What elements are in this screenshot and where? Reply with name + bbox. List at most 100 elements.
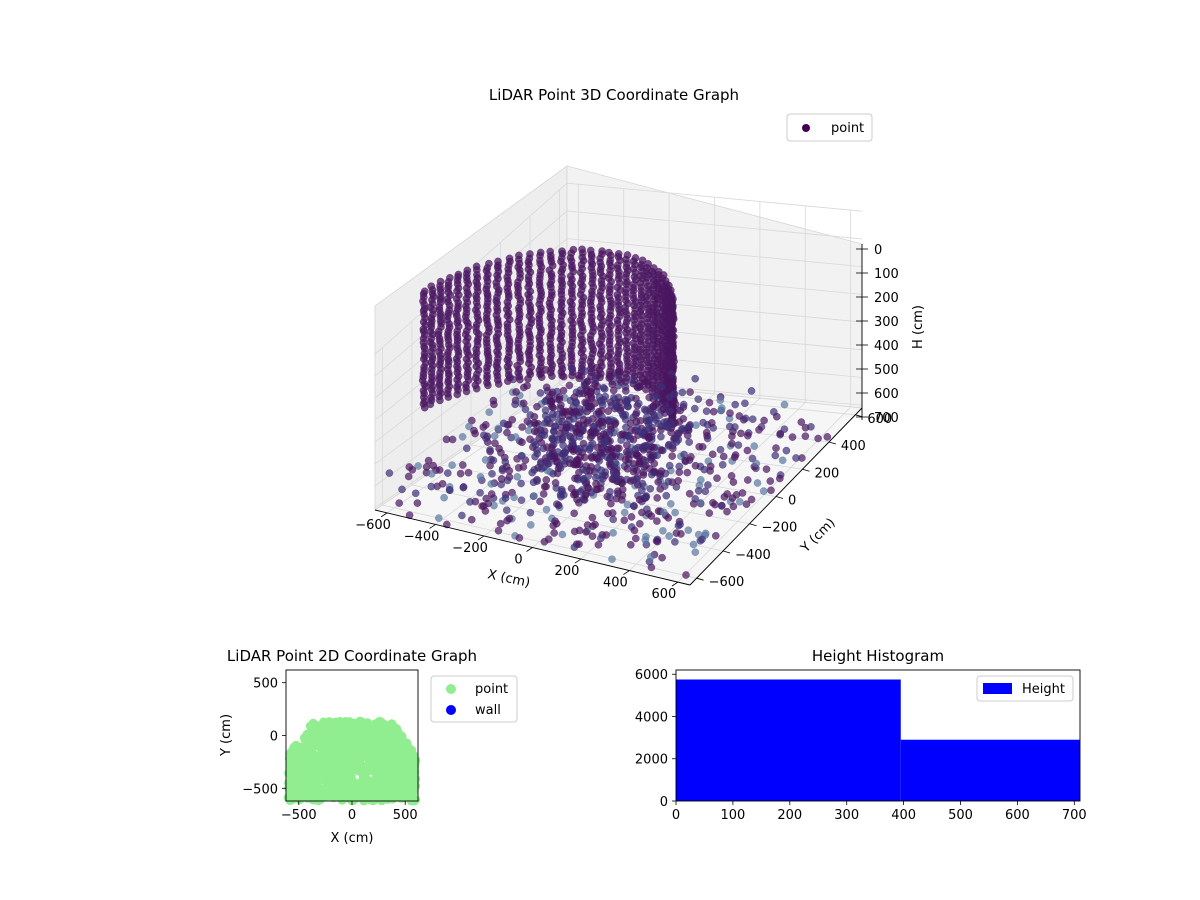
scatter-point-3d xyxy=(489,396,498,405)
scatter-point-2d xyxy=(348,732,358,742)
scatter-point-3d xyxy=(533,449,542,458)
scatter-point-3d xyxy=(576,453,584,462)
scatter-point-3d xyxy=(465,422,473,431)
scatter-point-3d xyxy=(610,472,619,481)
scatter-point-3d xyxy=(642,413,651,422)
scatter-point-3d xyxy=(683,468,692,477)
scatter-point-3d xyxy=(652,416,660,424)
x-tick xyxy=(671,581,679,587)
scatter-point-3d xyxy=(647,453,656,462)
scatter-point-3d xyxy=(513,472,522,481)
scatter-point-3d xyxy=(464,468,473,477)
scatter-point-3d xyxy=(678,388,687,397)
scatter-point-3d xyxy=(643,442,652,450)
scatter-point-3d xyxy=(496,519,505,528)
scatter-point-3d xyxy=(691,374,700,383)
scatter-point-3d xyxy=(550,529,559,537)
scatter-point-3d xyxy=(654,478,663,486)
x-tick-label: 200 xyxy=(555,564,580,579)
scatter-point-3d xyxy=(743,446,752,455)
scatter-point-2d xyxy=(346,787,356,797)
scatter-point-3d xyxy=(657,432,665,441)
scatter-point-3d xyxy=(472,384,481,393)
scatter-point-3d xyxy=(557,485,566,494)
scatter-point-3d xyxy=(685,422,694,430)
scatter-point-3d xyxy=(584,377,592,385)
scatter-point-3d xyxy=(615,367,623,376)
z-tick-label: 300 xyxy=(874,315,899,330)
scatter-point-3d xyxy=(723,507,731,516)
scatter-point-3d xyxy=(494,380,503,388)
scatter-point-2d xyxy=(317,784,327,794)
scatter-point-3d xyxy=(405,511,414,520)
scatter-point-3d xyxy=(780,400,789,409)
scatter-point-3d xyxy=(395,499,404,507)
scatter-point-3d xyxy=(528,468,537,477)
scatter-point-3d xyxy=(705,509,714,517)
scatter-point-2d xyxy=(302,732,312,742)
scatter-point-3d xyxy=(420,403,429,412)
scatter-point-3d xyxy=(618,410,627,418)
legend-3d-point-label: point xyxy=(831,121,864,136)
scatter-point-2d xyxy=(410,759,420,769)
scatter-point-2d xyxy=(379,741,389,751)
legend-2d-wall-label: wall xyxy=(475,703,501,718)
scatter-point-3d xyxy=(597,466,606,475)
scatter-point-3d xyxy=(595,393,604,401)
scatter-point-3d xyxy=(622,423,630,432)
scatter-point-3d xyxy=(537,373,546,382)
scatter-point-3d xyxy=(456,469,465,478)
scatter-point-3d xyxy=(618,430,627,438)
z-tick-label: 100 xyxy=(874,267,899,282)
scatter-point-3d xyxy=(518,438,526,447)
scatter-point-2d xyxy=(348,720,358,730)
scatter-point-3d xyxy=(434,514,443,522)
scatter-point-3d xyxy=(499,419,508,428)
scatter-point-3d xyxy=(734,441,743,449)
histogram-x-tick-label: 100 xyxy=(720,808,745,823)
scatter-point-3d xyxy=(623,441,631,449)
scatter-point-3d xyxy=(594,540,603,549)
scatter-point-2d xyxy=(310,784,320,793)
scatter-point-3d xyxy=(567,445,576,453)
y-tick-label: −200 xyxy=(762,521,798,536)
scatter-point-3d xyxy=(570,543,579,552)
histogram-x-tick-label: 600 xyxy=(1005,808,1030,823)
scatter-point-3d xyxy=(548,372,556,380)
scatter-point-3d xyxy=(752,459,761,468)
chart-2d-y-tick-label: 0 xyxy=(270,730,278,745)
scatter-point-3d xyxy=(517,479,525,488)
scatter-point-3d xyxy=(564,411,573,420)
scatter-point-3d xyxy=(501,458,510,466)
scatter-point-3d xyxy=(725,422,734,431)
scatter-point-3d xyxy=(588,454,596,462)
scatter-point-3d xyxy=(596,534,605,543)
scatter-point-3d xyxy=(567,484,576,493)
scatter-point-3d xyxy=(743,431,752,440)
scatter-point-3d xyxy=(487,490,496,498)
scatter-point-3d xyxy=(567,364,576,373)
scatter-point-3d xyxy=(462,387,471,396)
scatter-point-3d xyxy=(807,422,815,431)
scatter-point-3d xyxy=(692,421,700,430)
scatter-point-3d xyxy=(503,377,512,386)
scatter-point-3d xyxy=(728,432,736,441)
scatter-point-3d xyxy=(519,399,528,408)
scatter-point-3d xyxy=(684,526,693,535)
scatter-point-3d xyxy=(438,479,447,488)
z-axis-label: H (cm) xyxy=(911,305,926,349)
scatter-point-3d xyxy=(627,375,636,384)
scatter-point-3d xyxy=(554,501,563,510)
scatter-point-3d xyxy=(681,456,690,465)
scatter-point-3d xyxy=(679,400,688,409)
scatter-point-3d xyxy=(517,496,526,505)
scatter-point-2d xyxy=(311,790,321,800)
points-3d xyxy=(385,245,832,579)
scatter-point-3d xyxy=(524,374,532,383)
scatter-point-2d xyxy=(334,792,344,802)
scatter-point-3d xyxy=(510,493,518,502)
scatter-point-3d xyxy=(731,400,740,409)
scatter-point-3d xyxy=(458,461,467,469)
scatter-point-2d xyxy=(307,750,317,760)
scatter-point-3d xyxy=(691,548,700,557)
